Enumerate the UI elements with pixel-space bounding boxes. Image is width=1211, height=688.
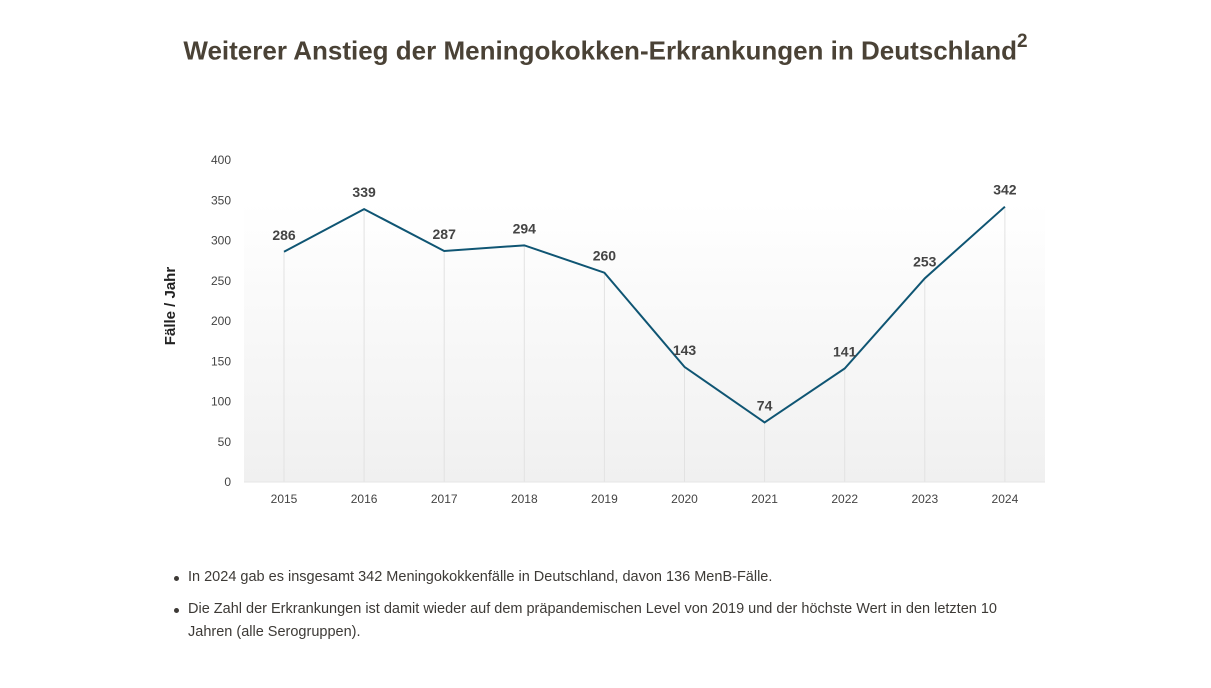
y-tick-label: 400: [211, 153, 231, 167]
bullet-item: In 2024 gab es insgesamt 342 Meningokokk…: [174, 566, 1034, 589]
y-tick-label: 0: [224, 475, 231, 489]
data-label: 143: [673, 342, 697, 358]
x-tick-label: 2021: [751, 492, 778, 506]
x-tick-label: 2017: [431, 492, 458, 506]
data-label: 339: [352, 184, 376, 200]
y-tick-label: 100: [211, 395, 231, 409]
y-tick-label: 300: [211, 234, 231, 248]
y-tick-label: 200: [211, 314, 231, 328]
x-tick-label: 2015: [271, 492, 298, 506]
data-label: 342: [993, 182, 1017, 198]
x-axis: 2015 2016 2017 2018 2019 2020 2021 2022 2023 2024: [271, 492, 1019, 506]
y-axis: 0 50 100 150 200 250 300 350 400: [211, 153, 231, 489]
x-tick-label: 2020: [671, 492, 698, 506]
y-axis-label: Fälle / Jahr: [162, 267, 179, 346]
y-tick-label: 250: [211, 274, 231, 288]
data-label: 141: [833, 343, 857, 359]
bullet-dot-icon: [174, 608, 179, 613]
x-tick-label: 2023: [911, 492, 938, 506]
x-tick-label: 2024: [992, 492, 1019, 506]
data-labels: 286 339 287 294 260 143 74 141 253 342: [272, 182, 1016, 414]
bullet-dot-icon: [174, 576, 179, 581]
data-label: 253: [913, 253, 937, 269]
data-label: 286: [272, 227, 296, 243]
x-tick-label: 2018: [511, 492, 538, 506]
y-tick-label: 150: [211, 354, 231, 368]
plot-area: [244, 202, 1045, 482]
x-tick-label: 2019: [591, 492, 618, 506]
title-footnote-marker: 2: [1017, 31, 1028, 52]
data-label: 294: [513, 220, 537, 236]
x-tick-label: 2016: [351, 492, 378, 506]
data-label: 74: [757, 397, 773, 413]
bullet-text: In 2024 gab es insgesamt 342 Meningokokk…: [188, 569, 773, 585]
series-line: [283, 205, 1006, 424]
grid-lines: [244, 206, 1045, 483]
data-label: 260: [593, 248, 617, 264]
bullet-list: In 2024 gab es insgesamt 342 Meningokokk…: [174, 566, 1034, 653]
y-tick-label: 50: [218, 435, 232, 449]
data-label: 287: [433, 226, 457, 242]
bullet-text: Die Zahl der Erkrankungen ist damit wied…: [188, 601, 997, 640]
chart-title: Weiterer Anstieg der Meningokokken-Erkra…: [0, 31, 1211, 67]
chart-title-text: Weiterer Anstieg der Meningokokken-Erkra…: [183, 35, 1018, 66]
x-tick-label: 2022: [831, 492, 858, 506]
y-tick-label: 350: [211, 193, 231, 207]
bullet-item: Die Zahl der Erkrankungen ist damit wied…: [174, 598, 1034, 644]
